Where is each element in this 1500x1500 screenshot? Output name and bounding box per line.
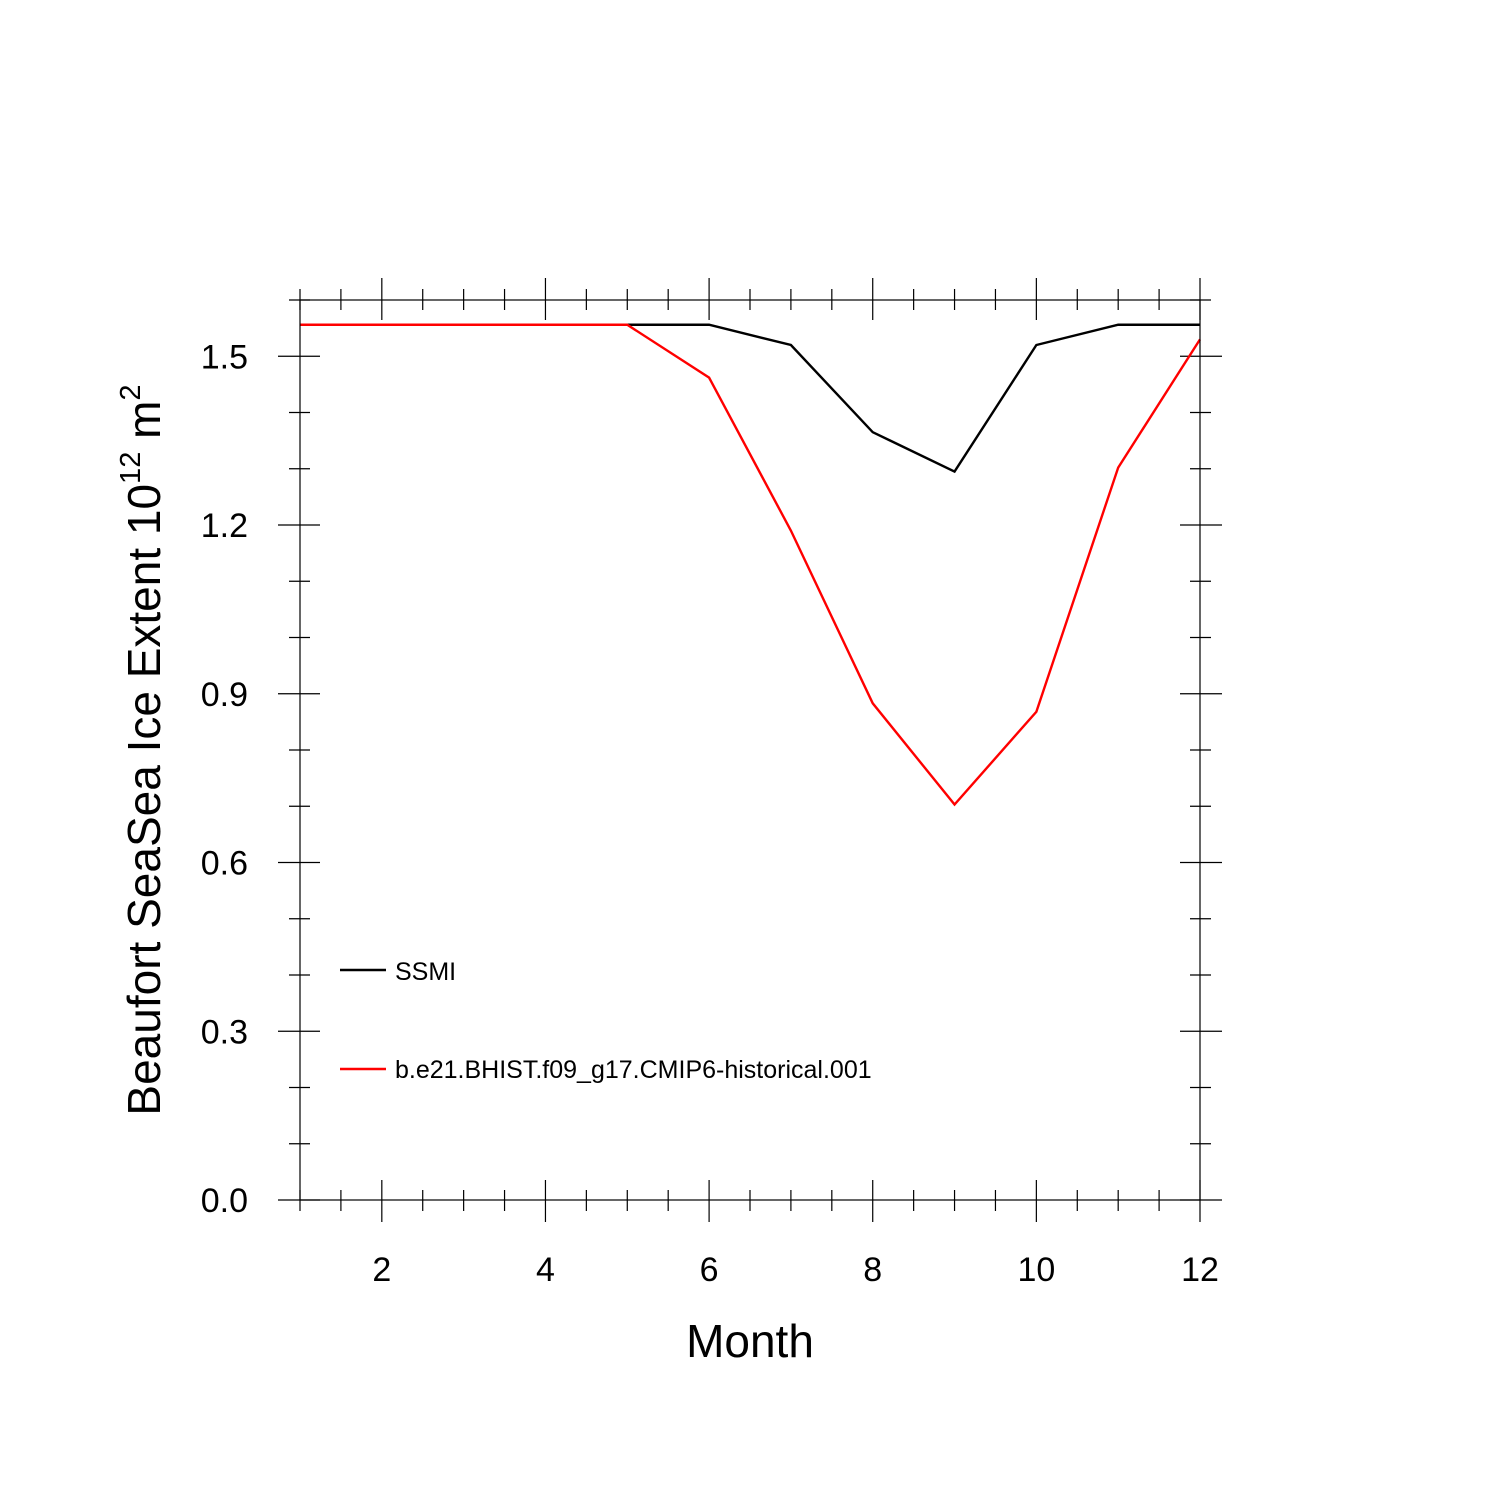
y-axis-title-unit: m: [118, 401, 170, 452]
y-axis-title: Beaufort SeaSea Ice Extent 1012 m2: [115, 384, 170, 1115]
legend-label-ssmi: SSMI: [395, 958, 456, 986]
y-tick-label: 0.6: [201, 845, 248, 883]
x-tick-labels: 2 4 6 8 10 12: [372, 1251, 1219, 1289]
y-tick-labels: 0.0 0.3 0.6 0.9 1.2 1.5: [201, 338, 248, 1220]
x-tick-label: 4: [536, 1251, 555, 1289]
legend: SSMI b.e21.BHIST.f09_g17.CMIP6-historica…: [340, 958, 872, 1084]
plot-frame: [299, 299, 1201, 1201]
y-tick-label: 0.3: [201, 1013, 248, 1051]
y-tick-label: 0.9: [201, 676, 248, 714]
x-tick-label: 10: [1017, 1251, 1055, 1289]
y-tick-label: 0.0: [201, 1182, 248, 1220]
series-lines: [300, 323, 1202, 807]
y-axis-title-unit-exponent: 2: [115, 384, 147, 400]
y-axis-title-exponent: 12: [115, 452, 147, 484]
x-axis-title: Month: [686, 1315, 814, 1367]
x-tick-label: 2: [372, 1251, 391, 1289]
x-tick-label: 8: [863, 1251, 882, 1289]
y-tick-label: 1.5: [201, 338, 248, 376]
legend-label-model: b.e21.BHIST.f09_g17.CMIP6-historical.001: [395, 1056, 872, 1084]
series-line-model: [300, 323, 1202, 807]
y-tick-label: 1.2: [201, 507, 248, 545]
y-axis-title-main: Beaufort SeaSea Ice Extent 10: [118, 484, 170, 1116]
x-tick-label: 12: [1181, 1251, 1219, 1289]
series-line-ssmi: [300, 323, 1200, 474]
x-tick-label: 6: [700, 1251, 719, 1289]
